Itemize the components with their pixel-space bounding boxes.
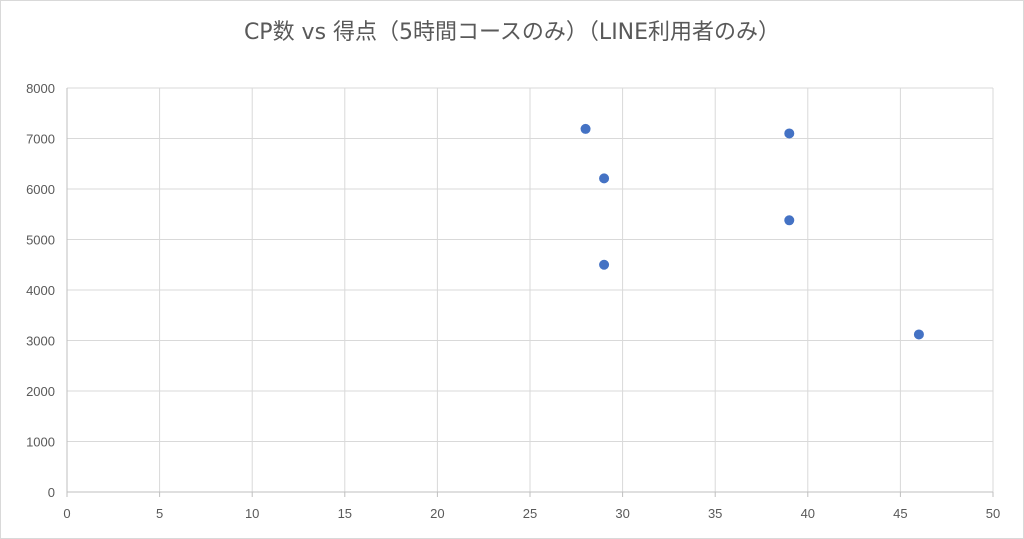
x-tick-label: 10 bbox=[245, 506, 259, 521]
data-point bbox=[784, 128, 795, 139]
x-tick-label: 40 bbox=[801, 506, 815, 521]
x-tick-label: 50 bbox=[986, 506, 1000, 521]
y-tick-label: 5000 bbox=[26, 233, 55, 248]
data-point bbox=[784, 215, 795, 226]
y-tick-label: 3000 bbox=[26, 334, 55, 349]
y-tick-label: 2000 bbox=[26, 384, 55, 399]
x-tick-label: 20 bbox=[430, 506, 444, 521]
data-point bbox=[913, 329, 924, 340]
y-tick-label: 7000 bbox=[26, 132, 55, 147]
y-tick-label: 4000 bbox=[26, 283, 55, 298]
x-tick-label: 45 bbox=[893, 506, 907, 521]
y-tick-label: 8000 bbox=[26, 81, 55, 96]
x-tick-label: 15 bbox=[338, 506, 352, 521]
x-tick-label: 25 bbox=[523, 506, 537, 521]
y-tick-label: 6000 bbox=[26, 182, 55, 197]
x-tick-label: 0 bbox=[63, 506, 70, 521]
data-point bbox=[599, 259, 610, 270]
y-tick-label: 0 bbox=[48, 485, 55, 500]
x-tick-label: 35 bbox=[708, 506, 722, 521]
y-tick-label: 1000 bbox=[26, 435, 55, 450]
data-point bbox=[599, 173, 610, 184]
chart-title: CP数 vs 得点（5時間コースのみ）（LINE利用者のみ） bbox=[243, 20, 781, 45]
x-tick-label: 5 bbox=[156, 506, 163, 521]
x-tick-label: 30 bbox=[615, 506, 629, 521]
data-point bbox=[580, 123, 591, 134]
